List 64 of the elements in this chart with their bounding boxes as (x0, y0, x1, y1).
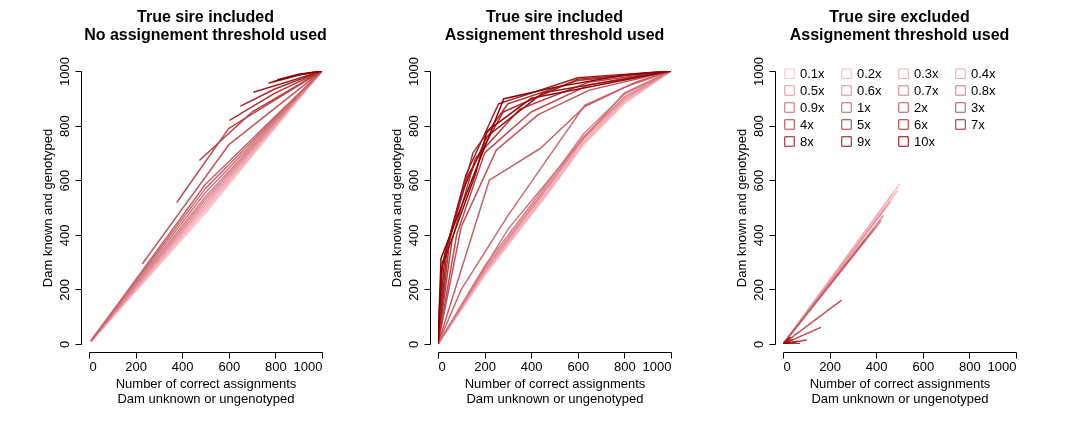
chart-title: True sire included No assignement threshold used (84, 7, 327, 43)
legend-label: 0.2x (857, 65, 883, 81)
y-tick-label: 400 (750, 224, 766, 247)
y-tick-label: 1000 (56, 57, 72, 86)
y-tick-label: 600 (56, 169, 72, 192)
y-tick-label: 0 (405, 340, 421, 349)
x-tick-label: 800 (265, 358, 287, 374)
legend-label: 0.6x (857, 82, 883, 98)
y-axis-title: Dam known and genotyped (39, 128, 55, 288)
legend-label: 0.9x (800, 99, 826, 115)
y-tick-label: 200 (56, 279, 72, 301)
legend-label: 6x (914, 116, 929, 132)
y-tick-label: 800 (56, 115, 72, 137)
y-tick-label: 200 (405, 279, 421, 301)
legend-label: 3x (971, 99, 986, 115)
y-tick-label: 600 (750, 169, 766, 192)
legend-label: 0.7x (914, 82, 940, 98)
x-tick-label: 1000 (987, 358, 1017, 374)
legend-label: 4x (800, 116, 815, 132)
legend-label: 5x (857, 116, 872, 132)
legend-label: 9x (857, 133, 872, 149)
y-tick-label: 1000 (750, 57, 766, 86)
x-tick-label: 800 (614, 358, 636, 374)
x-axis-title: Number of correct assignments Dam unknown or ungenotyped (115, 375, 297, 406)
x-tick-label: 600 (912, 358, 935, 374)
x-axis-title: Number of correct assignments Dam unknown or ungenotyped (809, 375, 991, 406)
y-tick-label: 600 (405, 169, 421, 192)
legend-label: 10x (914, 133, 936, 149)
chart-title: True sire included Assignement threshold used (444, 7, 665, 43)
chart-title: True sire excluded Assignement threshold used (789, 7, 1010, 43)
x-tick-label: 200 (474, 358, 496, 374)
y-tick-label: 400 (56, 224, 72, 247)
x-tick-label: 800 (959, 358, 981, 374)
y-tick-label: 0 (56, 340, 72, 349)
y-tick-label: 800 (405, 115, 421, 137)
x-tick-label: 200 (819, 358, 841, 374)
legend-label: 0.5x (800, 82, 826, 98)
y-tick-label: 1000 (405, 57, 421, 86)
x-tick-label: 0 (438, 358, 446, 374)
legend-label: 0.3x (914, 65, 940, 81)
x-tick-label: 1000 (293, 358, 323, 374)
x-axis-title: Number of correct assignments Dam unknown or ungenotyped (464, 375, 646, 406)
x-tick-label: 400 (171, 358, 194, 374)
x-tick-label: 600 (218, 358, 241, 374)
y-tick-label: 0 (750, 340, 766, 349)
x-tick-label: 0 (783, 358, 791, 374)
x-tick-label: 1000 (642, 358, 672, 374)
x-tick-label: 400 (865, 358, 888, 374)
x-tick-label: 600 (567, 358, 590, 374)
legend-label: 8x (800, 133, 815, 149)
legend-label: 0.4x (971, 65, 997, 81)
legend-label: 0.8x (971, 82, 997, 98)
y-axis-title: Dam known and genotyped (733, 128, 749, 288)
legend-label: 7x (971, 116, 986, 132)
x-tick-label: 0 (89, 358, 97, 374)
x-tick-label: 200 (125, 358, 147, 374)
y-tick-label: 400 (405, 224, 421, 247)
y-tick-label: 800 (750, 115, 766, 137)
x-tick-label: 400 (520, 358, 543, 374)
legend-label: 0.1x (800, 65, 826, 81)
y-tick-label: 200 (750, 279, 766, 301)
y-axis-title: Dam known and genotyped (388, 128, 404, 288)
legend-label: 1x (857, 99, 872, 115)
legend-label: 2x (914, 99, 929, 115)
